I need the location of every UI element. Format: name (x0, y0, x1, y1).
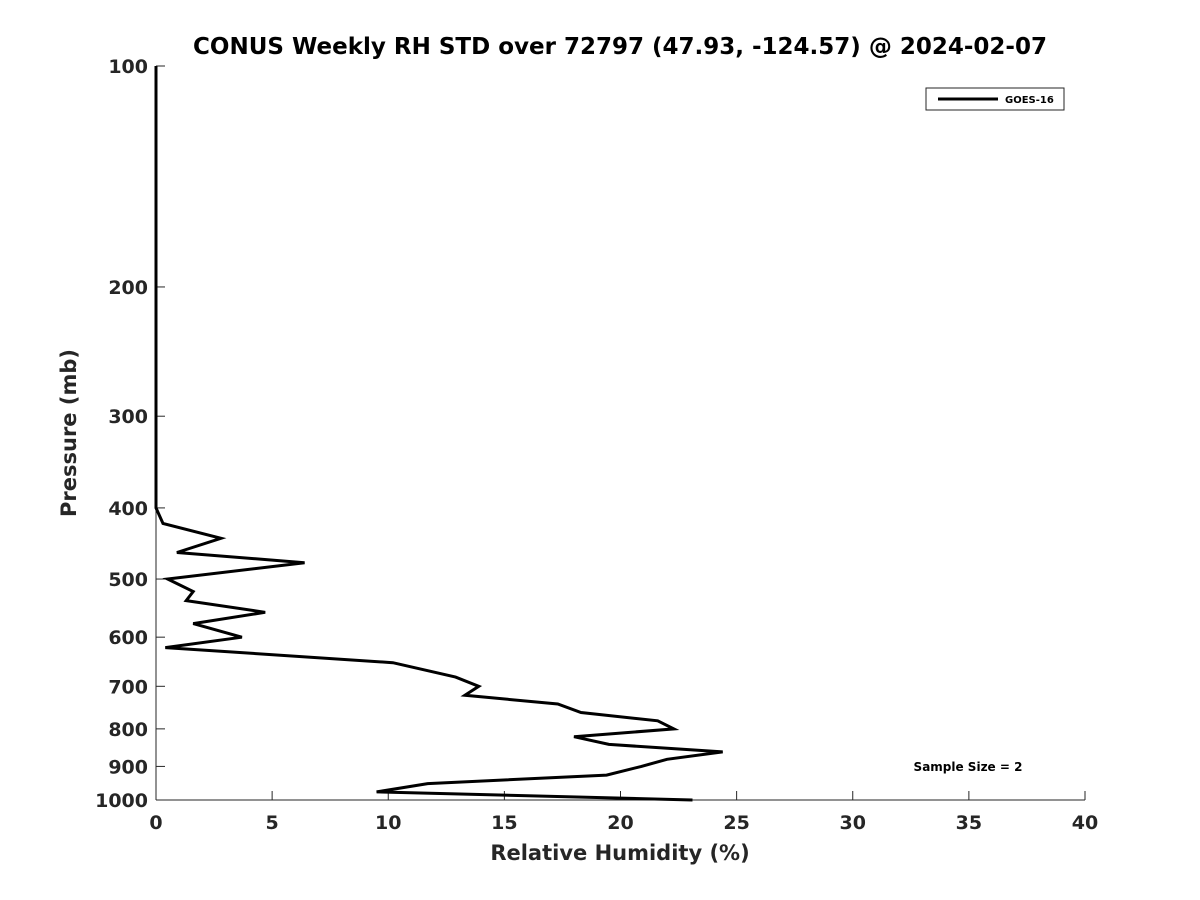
x-axis-label: Relative Humidity (%) (490, 841, 749, 865)
y-tick-label: 100 (108, 56, 148, 78)
x-axis-ticks: 0 5 10 15 20 25 30 35 40 (149, 791, 1098, 834)
y-axis-label: Pressure (mb) (57, 349, 81, 517)
y-tick-label: 200 (108, 277, 148, 299)
x-tick-label: 40 (1072, 812, 1098, 834)
x-tick-label: 5 (266, 812, 279, 834)
y-tick-label: 600 (108, 627, 148, 649)
y-tick-label: 1000 (95, 790, 148, 812)
sample-size-annotation: Sample Size = 2 (914, 760, 1023, 774)
x-tick-label: 15 (491, 812, 517, 834)
y-axis-ticks: 100 200 300 400 500 600 700 800 900 1000 (95, 56, 165, 812)
y-tick-label: 300 (108, 406, 148, 428)
series-line-goes-16 (154, 66, 723, 802)
chart-title: CONUS Weekly RH STD over 72797 (47.93, -… (193, 34, 1047, 60)
y-tick-label: 700 (108, 676, 148, 698)
x-tick-label: 30 (840, 812, 866, 834)
x-tick-label: 10 (375, 812, 401, 834)
y-tick-label: 900 (108, 756, 148, 778)
legend: GOES-16 (925, 87, 1065, 111)
x-tick-label: 0 (149, 812, 162, 834)
x-tick-label: 35 (956, 812, 982, 834)
legend-label-goes-16: GOES-16 (1005, 95, 1054, 106)
y-tick-label: 400 (108, 498, 148, 520)
x-tick-label: 25 (723, 812, 749, 834)
y-tick-label: 500 (108, 569, 148, 591)
y-tick-label: 800 (108, 719, 148, 741)
x-tick-label: 20 (607, 812, 633, 834)
